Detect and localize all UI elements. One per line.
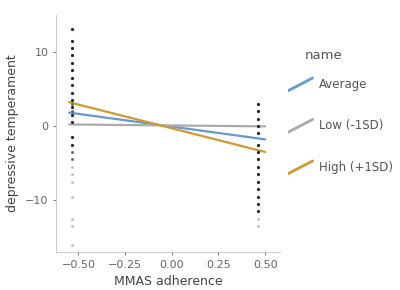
Y-axis label: depressive temperament: depressive temperament [6, 55, 20, 212]
Text: Low (-1SD): Low (-1SD) [319, 119, 384, 132]
Text: Average: Average [319, 78, 368, 91]
Text: High (+1SD): High (+1SD) [319, 161, 393, 174]
Text: name: name [305, 49, 342, 62]
X-axis label: MMAS adherence: MMAS adherence [114, 276, 222, 289]
